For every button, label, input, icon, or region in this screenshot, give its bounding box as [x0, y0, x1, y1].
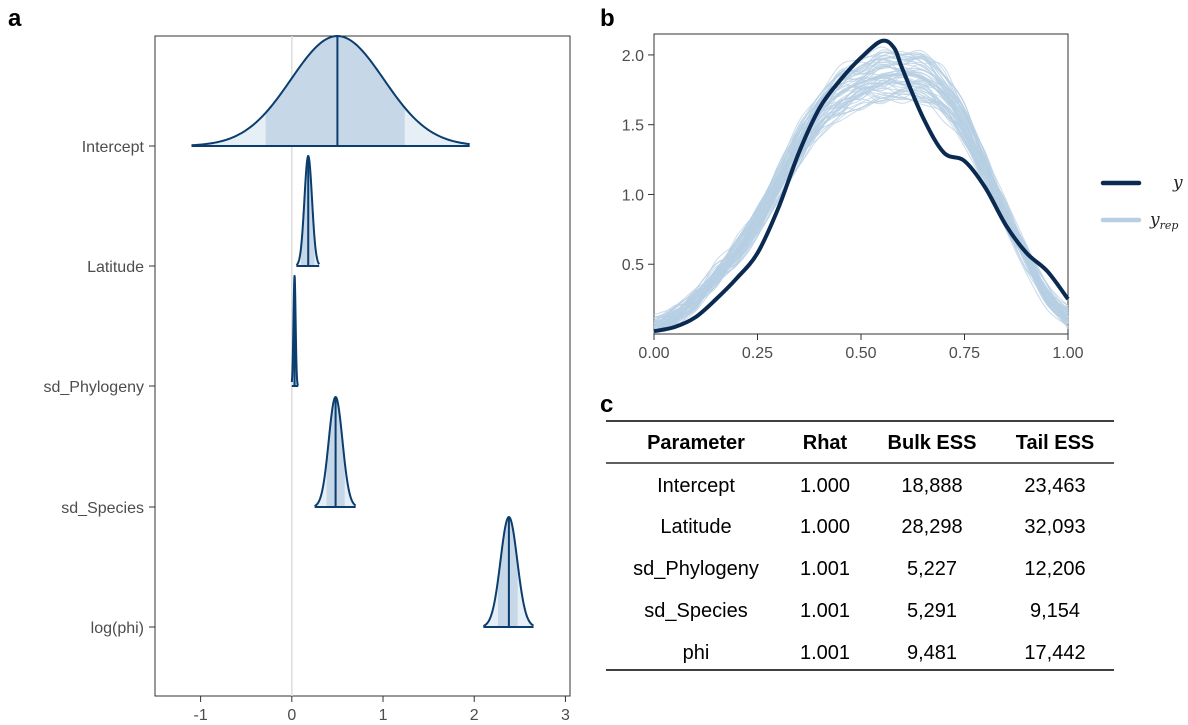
yrep-draw-line: [653, 67, 1069, 330]
table-cell: 1.000: [800, 475, 850, 497]
yrep-draw-line: [653, 57, 1069, 332]
table-cell: sd_Phylogeny: [633, 558, 759, 580]
a-ytick-label: Latitude: [87, 259, 144, 276]
table-cell: 17,442: [1024, 642, 1085, 664]
a-ytick-label: Intercept: [82, 139, 145, 156]
b-xtick-label: 0.25: [742, 345, 773, 362]
yrep-draw-line: [653, 55, 1069, 333]
table-cell: 32,093: [1024, 516, 1085, 538]
ridge-outline: [191, 34, 470, 147]
panel-a-ridge-plot: -1 0 1 2 3 Intercept Latitude sd_Phylogeny sd_S…: [43, 34, 571, 724]
table-header-cell: Parameter: [647, 432, 745, 454]
a-xtick-label: 2: [470, 707, 479, 724]
table-cell: 5,227: [907, 558, 957, 580]
ridge-sdspecies: [314, 395, 357, 508]
table-row: sd_Species 1.001 5,291 9,154: [644, 600, 1080, 622]
y-series-line: [653, 38, 1070, 334]
ridge-logphi: [482, 515, 534, 628]
legend: y yrep: [1100, 173, 1183, 232]
table-cell: 9,154: [1030, 600, 1080, 622]
table-cell: sd_Species: [644, 600, 747, 622]
yrep-draw-line: [653, 55, 1069, 333]
table-cell: 1.001: [800, 642, 850, 664]
b-xtick-label: 1.00: [1052, 345, 1083, 362]
panel-b-ppc-plot: 0.00 0.25 0.50 0.75 1.00 0.5 1.0 1.5 2.0: [622, 33, 1084, 362]
table-cell: 12,206: [1024, 558, 1085, 580]
yrep-draw-line: [653, 75, 1069, 334]
a-ytick-label: log(phi): [91, 620, 144, 637]
panel-a-letter: a: [8, 5, 22, 32]
legend-y-label: y: [1172, 173, 1183, 193]
b-ytick-label: 2.0: [622, 48, 644, 65]
table-cell: Intercept: [657, 475, 735, 497]
table-cell: Latitude: [660, 516, 731, 538]
table-header-cell: Rhat: [803, 432, 848, 454]
table-row: Latitude 1.000 28,298 32,093: [660, 516, 1085, 538]
table-cell: 5,291: [907, 600, 957, 622]
b-xtick-label: 0.00: [638, 345, 669, 362]
ridge-intercept: [191, 34, 470, 147]
b-ytick-label: 1.0: [622, 187, 644, 204]
a-xtick-label: 0: [287, 707, 296, 724]
a-ytick-label: sd_Species: [61, 500, 144, 517]
table-cell: 28,298: [901, 516, 962, 538]
table-row: Intercept 1.000 18,888 23,463: [657, 475, 1086, 497]
ridge-sdphylogeny: [290, 274, 299, 387]
panel-b-letter: b: [600, 5, 615, 32]
b-ytick-label: 0.5: [622, 257, 644, 274]
table-cell: phi: [683, 642, 710, 664]
legend-yrep-subscript: rep: [1160, 219, 1179, 232]
table-cell: 9,481: [907, 642, 957, 664]
legend-yrep-label: yrep: [1149, 210, 1178, 232]
ridge-interval-area: [265, 36, 405, 146]
b-ytick-label: 1.5: [622, 118, 644, 135]
table-cell: 1.000: [800, 516, 850, 538]
table-row: sd_Phylogeny 1.001 5,227 12,206: [633, 558, 1085, 580]
table-header-cell: Bulk ESS: [888, 432, 977, 454]
ridge-interval-area: [497, 517, 518, 627]
table-cell: 23,463: [1024, 475, 1085, 497]
table-cell: 18,888: [901, 475, 962, 497]
a-ytick-label: sd_Phylogeny: [43, 379, 144, 396]
panel-c-letter: c: [600, 391, 613, 418]
a-xtick-label: -1: [193, 707, 207, 724]
panel-a-frame: [154, 35, 571, 697]
a-xtick-label: 3: [561, 707, 570, 724]
table-header-cell: Tail ESS: [1016, 432, 1095, 454]
table-cell: 1.001: [800, 558, 850, 580]
table-row: phi 1.001 9,481 17,442: [683, 642, 1086, 664]
a-xtick-label: 1: [379, 707, 388, 724]
diagnostics-table: Parameter Rhat Bulk ESS Tail ESS Intercept 1…: [606, 420, 1114, 671]
yrep-series-line: [653, 73, 1069, 328]
yrep-draw-line: [653, 58, 1069, 333]
b-xtick-label: 0.50: [845, 345, 876, 362]
b-xtick-label: 0.75: [949, 345, 980, 362]
table-cell: 1.001: [800, 600, 850, 622]
ridge-latitude: [295, 154, 320, 267]
